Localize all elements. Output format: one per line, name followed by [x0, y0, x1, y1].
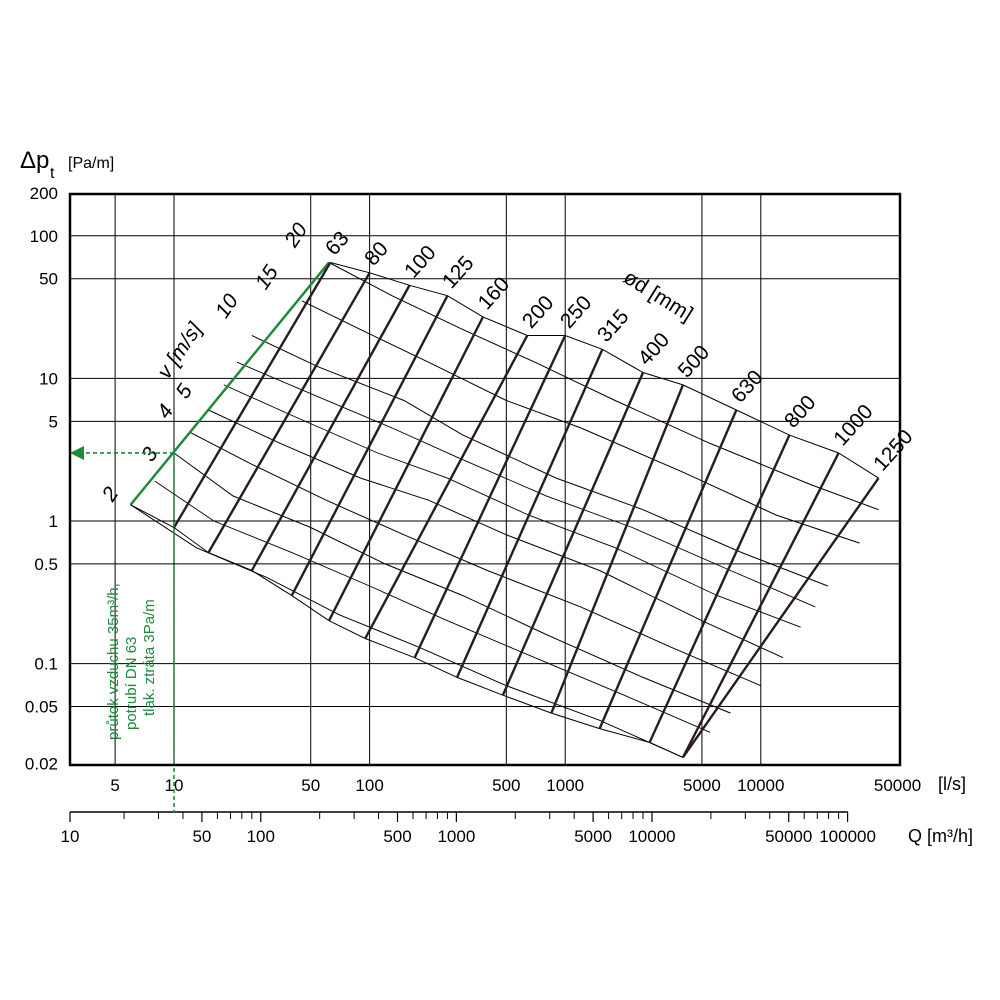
diameter-label: 80 [360, 237, 393, 270]
diameter-label: 315 [593, 305, 634, 346]
y-tick-label: 0.1 [34, 655, 58, 674]
velocity-lines [129, 261, 879, 758]
q-tick-label: 500 [383, 827, 411, 846]
y-tick-label: 200 [30, 184, 58, 203]
tick-labels: 200 100 50 10 5 1 0.5 0.1 0.05 0.02 5 10 50 100 500 100… [25, 184, 921, 846]
x-axis-q-label: Q [m³/h] [908, 826, 973, 846]
diameter-line [207, 272, 371, 554]
velocity-label: 5 [172, 380, 198, 403]
x-tick-label: 500 [492, 776, 520, 795]
diameter-label: 100 [400, 241, 441, 282]
velocity-minor-line [223, 384, 801, 628]
velocity-line [189, 431, 761, 687]
velocity-line [173, 452, 731, 714]
y-tick-label: 0.05 [25, 698, 58, 717]
y-axis-symbol: Δp [20, 147, 49, 174]
diameter-label: 400 [634, 328, 675, 369]
diameter-line [681, 477, 880, 759]
velocity-title: v [m/s] [153, 318, 207, 383]
x-tick-label: 5 [110, 776, 119, 795]
velocity-line [328, 262, 879, 511]
velocity-minor-line [236, 361, 816, 608]
diameter-line [681, 452, 840, 758]
diameter-line [327, 316, 485, 622]
y-tick-label: 1 [49, 512, 58, 531]
diameter-label: 63 [321, 227, 354, 260]
velocity-line [301, 300, 860, 544]
example-annotation: průtok vzduchu 35m³/h, potrubí DN 63 tla… [105, 583, 158, 740]
x-axis-ls-unit: [l/s] [938, 774, 966, 794]
q-tick-label: 50000 [765, 827, 812, 846]
q-tick-label: 5000 [574, 827, 612, 846]
velocity-label: 2 [97, 483, 123, 507]
velocity-label: 10 [211, 290, 243, 322]
q-tick-label: 1000 [437, 827, 475, 846]
grid [70, 194, 900, 765]
diameter-label: 1250 [869, 425, 917, 475]
x-tick-label: 5000 [683, 776, 721, 795]
diameter-title: ød [mm] [619, 266, 696, 326]
q-tick-label: 100 [247, 827, 275, 846]
diameter-line [455, 348, 604, 678]
velocity-axis-line [129, 261, 330, 506]
diameter-label: 800 [780, 391, 821, 432]
annotation-line-2: potrubí DN 63 [123, 637, 140, 730]
velocity-line [251, 335, 828, 587]
diameter-line [413, 334, 567, 659]
diameter-label: 500 [674, 341, 715, 382]
lower-boundary-line [130, 504, 684, 758]
diameter-label: 630 [727, 366, 768, 407]
velocity-line [208, 409, 784, 659]
diameter-line [290, 295, 449, 597]
q-tick-label: 10 [61, 827, 80, 846]
x-tick-label: 1000 [546, 776, 584, 795]
x-tick-label: 10000 [737, 776, 784, 795]
q-tick-label: 50 [192, 827, 211, 846]
diameter-line [598, 409, 738, 730]
velocity-label: 20 [280, 219, 313, 252]
velocity-label: 15 [251, 261, 283, 293]
example-lines [70, 445, 175, 812]
diameter-line [550, 384, 685, 714]
q-tick-label: 10000 [628, 827, 675, 846]
diameter-label: 250 [556, 291, 597, 332]
y-axis-title: Δp t [Pa/m] [20, 147, 114, 182]
y-tick-label: 0.5 [34, 555, 58, 574]
diameter-line [648, 434, 791, 743]
x-tick-label: 50000 [874, 776, 921, 795]
diameter-line [172, 261, 332, 529]
diameter-lines [172, 261, 880, 759]
x-tick-label: 100 [355, 776, 383, 795]
y-axis-subscript: t [50, 165, 55, 182]
annotation-line-3: tlak. ztráta 3Pa/m [141, 599, 158, 716]
velocity-label: 3 [137, 443, 163, 466]
y-tick-label: 10 [39, 369, 58, 388]
plot-frame [68, 192, 902, 767]
diameter-label: 200 [518, 291, 559, 332]
y-axis-unit: [Pa/m] [68, 155, 114, 172]
diameter-label: 125 [438, 252, 479, 293]
x-tick-label: 50 [301, 776, 320, 795]
diameter-line [250, 284, 411, 572]
diameter-line [364, 334, 529, 640]
diameter-line [501, 372, 645, 696]
example-arrow-icon [70, 445, 84, 460]
upper-boundary-line [330, 262, 879, 479]
velocity-minor-line [154, 480, 711, 733]
y-tick-label: 0.02 [25, 754, 58, 773]
annotation-line-1: průtok vzduchu 35m³/h, [105, 583, 122, 740]
q-tick-label: 100000 [819, 827, 876, 846]
y-tick-label: 5 [49, 412, 58, 431]
y-tick-label: 100 [30, 227, 58, 246]
y-tick-label: 50 [39, 270, 58, 289]
diameter-label: 1000 [829, 400, 877, 450]
